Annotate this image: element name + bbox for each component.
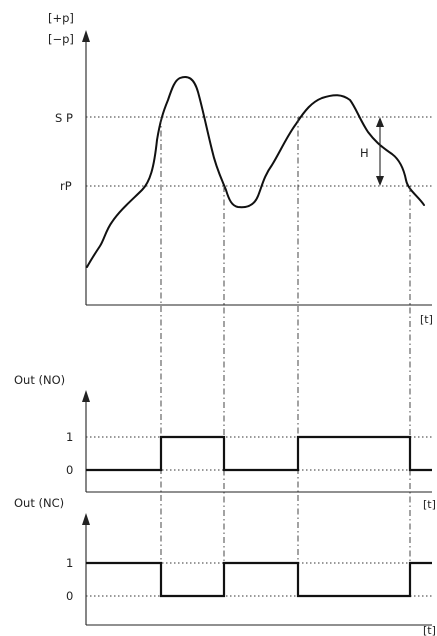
hysteresis-label: H [360, 146, 369, 160]
out-nc-signal [86, 561, 432, 598]
out-no-title: Out (NO) [14, 373, 65, 387]
hysteresis-arrow-up [376, 117, 384, 127]
out-no-chart: Out (NO) [t] 1 0 [14, 373, 436, 511]
out-nc-title: Out (NC) [14, 496, 64, 510]
rp-label: rP [60, 179, 72, 193]
pressure-minus-label: [−p] [48, 32, 74, 46]
out-no-level-0: 0 [66, 463, 73, 477]
out-no-y-axis-arrow [82, 390, 90, 402]
hysteresis-arrow-down [376, 176, 384, 186]
pressure-time-label: [t] [420, 313, 433, 326]
out-nc-time-label: [t] [423, 624, 436, 636]
pressure-chart: [+p] [−p] [t] S P rP H [48, 11, 433, 326]
out-nc-y-axis-arrow [82, 513, 90, 525]
pressure-plus-label: [+p] [48, 11, 74, 25]
pressure-y-axis-arrow [82, 30, 90, 42]
out-nc-chart: Out (NC) [t] 1 0 [14, 496, 436, 636]
out-no-time-label: [t] [423, 498, 436, 511]
sp-label: S P [55, 111, 73, 125]
pressure-curve [86, 75, 425, 268]
out-no-signal [86, 435, 432, 472]
out-no-level-1: 1 [66, 430, 73, 444]
out-nc-level-0: 0 [66, 589, 73, 603]
out-nc-level-1: 1 [66, 556, 73, 570]
switching-guides [160, 117, 411, 596]
